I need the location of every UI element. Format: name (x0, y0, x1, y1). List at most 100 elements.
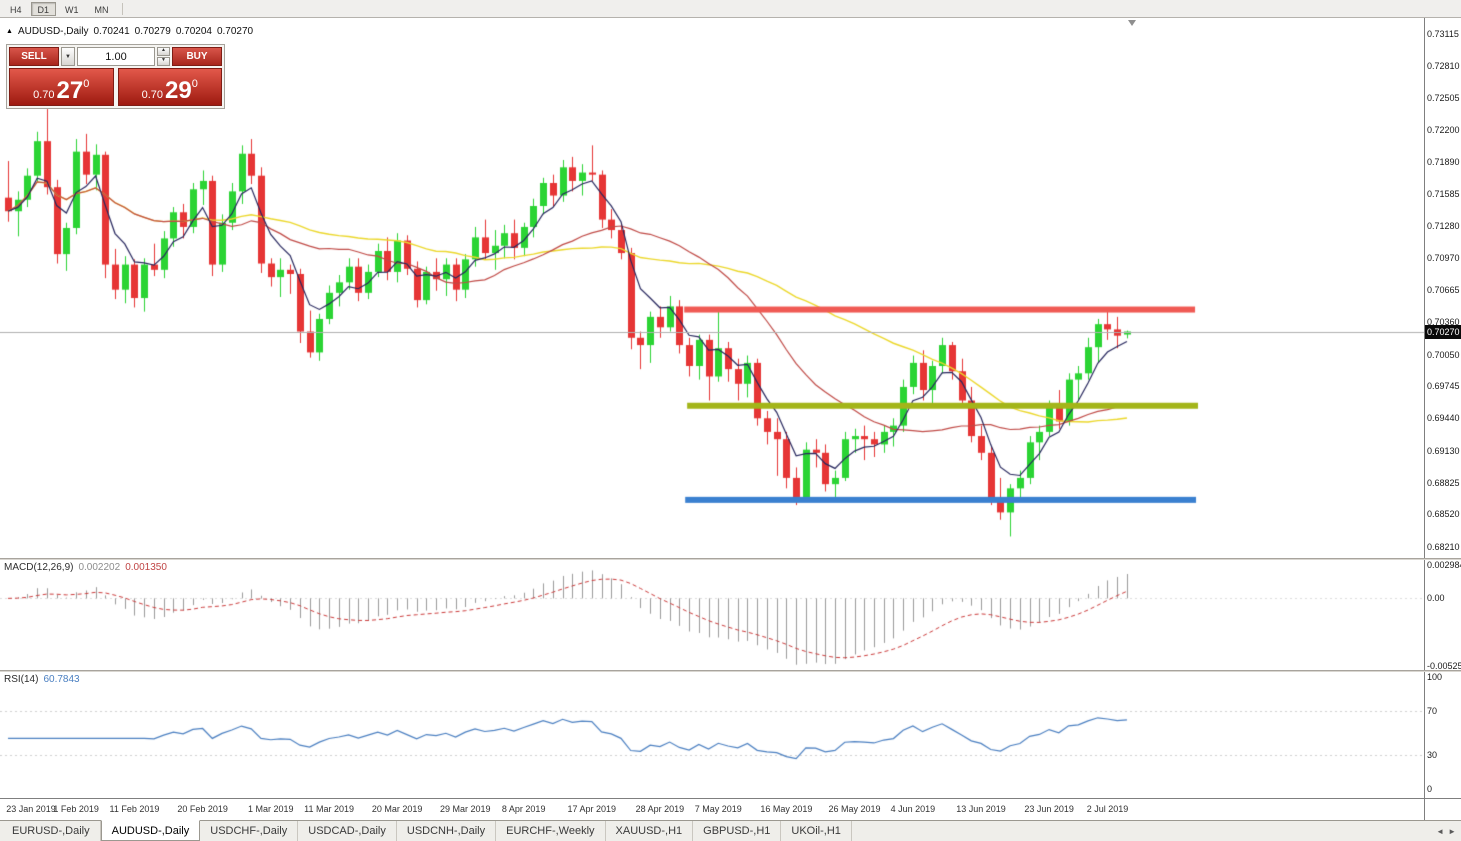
volume-decrease-button[interactable]: ▼ (157, 57, 170, 66)
chart-tabs-bar: EURUSD-,Daily AUDUSD-,Daily USDCHF-,Daily U… (0, 820, 1461, 841)
price-axis-label: 0.70665 (1427, 285, 1460, 296)
volume-increase-button[interactable]: ▲ (157, 47, 170, 56)
toolbar-separator (121, 2, 123, 15)
chart-tab-label: USDCHF-,Daily (210, 825, 288, 837)
macd-main-value: 0.002202 (78, 562, 121, 573)
chart-tab-usdcnh-daily[interactable]: USDCNH-,Daily (397, 821, 497, 841)
rsi-axis-label: 100 (1427, 672, 1443, 682)
date-axis-label: 11 Mar 2019 (304, 804, 355, 814)
timeframe-button-h4[interactable]: H4 (10, 4, 22, 15)
chart-tab-ukoil-h1[interactable]: UKOil-,H1 (781, 821, 852, 841)
date-axis-label: 8 Apr 2019 (501, 804, 546, 814)
macd-canvas[interactable] (0, 560, 1424, 670)
price-axis[interactable]: 0.73115 0.72810 0.72505 0.72200 0.71890 0.715… (1424, 18, 1461, 558)
time-axis[interactable]: 23 Jan 2019 1 Feb 2019 11 Feb 2019 20 Feb 2… (0, 798, 1461, 820)
panel-splitter[interactable] (0, 558, 1461, 560)
rsi-panel: RSI(14) 60.7843 100 70 30 0 (0, 672, 1461, 798)
chart-tab-label: EURCHF-,Weekly (506, 825, 595, 837)
buy-price-big-digits: 29 (165, 77, 192, 104)
rsi-label: RSI(14) 60.7843 (4, 674, 80, 685)
chart-tab-label: UKOil-,H1 (791, 825, 841, 837)
macd-axis-label: -0.005250 (1427, 660, 1461, 670)
chart-tab-usdcad-daily[interactable]: USDCAD-,Daily (298, 821, 397, 841)
price-axis-label: 0.70970 (1427, 253, 1460, 264)
price-axis-label: 0.72505 (1427, 92, 1460, 103)
macd-axis-label: 0.002984 (1427, 560, 1461, 570)
chart-tab-usdchf-daily[interactable]: USDCHF-,Daily (200, 821, 299, 841)
buy-price-prefix: 0.70 (141, 89, 164, 101)
date-axis-label: 29 Mar 2019 (440, 804, 491, 814)
buy-price-button[interactable]: 0.70 29 0 (117, 68, 222, 106)
current-price-tag: 0.70270 (1425, 324, 1461, 339)
chart-tab-label: EURUSD-,Daily (12, 825, 90, 837)
timeframe-button-mn[interactable]: MN (94, 4, 109, 15)
sell-price-big-digits: 27 (56, 77, 84, 104)
date-axis-label: 13 Jun 2019 (956, 804, 1006, 814)
rsi-axis[interactable]: 100 70 30 0 (1424, 672, 1461, 798)
rsi-axis-label: 0 (1427, 784, 1433, 794)
chevron-down-icon: ▼ (65, 53, 71, 60)
panel-splitter[interactable] (0, 670, 1461, 672)
macd-axis[interactable]: 0.002984 0.00 -0.005250 (1424, 560, 1461, 670)
macd-label: MACD(12,26,9) 0.002202 0.001350 (4, 562, 167, 573)
price-axis-label: 0.68520 (1427, 509, 1460, 520)
collapse-trade-panel-icon[interactable]: ▲ (6, 27, 13, 35)
main-chart-canvas[interactable] (0, 18, 1424, 558)
price-axis-label: 0.71280 (1427, 220, 1460, 231)
quote-high: 0.70279 (134, 26, 171, 37)
volume-dropdown-button[interactable]: ▼ (61, 47, 75, 66)
rsi-value: 60.7843 (43, 674, 80, 685)
sell-price-button[interactable]: 0.70 27 0 (9, 68, 114, 106)
rsi-axis-label: 30 (1427, 750, 1438, 761)
tab-scroll-left-icon[interactable]: ◄ (1436, 826, 1445, 836)
date-axis-label: 11 Feb 2019 (109, 804, 160, 814)
quote-close: 0.70270 (216, 26, 254, 37)
price-axis-label: 0.69130 (1427, 445, 1460, 456)
chart-shift-marker-icon[interactable] (1128, 20, 1136, 26)
date-axis-label: 20 Mar 2019 (371, 804, 423, 814)
price-axis-label: 0.70050 (1427, 349, 1460, 360)
rsi-canvas[interactable] (0, 672, 1424, 798)
price-axis-label: 0.72810 (1427, 60, 1460, 71)
quote-low: 0.70204 (175, 26, 212, 37)
price-axis-label: 0.69745 (1427, 381, 1460, 392)
price-axis-label: 0.69440 (1427, 413, 1460, 424)
date-axis-label: 17 Apr 2019 (567, 804, 617, 814)
date-axis-label: 1 Feb 2019 (53, 804, 99, 814)
quote-open: 0.70241 (93, 26, 130, 37)
date-axis-label: 16 May 2019 (760, 804, 813, 814)
macd-axis-label: 0.00 (1427, 593, 1445, 604)
main-chart-panel: ▲ AUDUSD-,Daily 0.70241 0.70279 0.70204 … (0, 18, 1461, 558)
date-axis-label: 23 Jun 2019 (1024, 804, 1074, 814)
chart-tab-audusd-daily[interactable]: AUDUSD-,Daily (100, 820, 201, 841)
macd-name: MACD(12,26,9) (4, 562, 74, 573)
chart-tab-eurusd-daily[interactable]: EURUSD-,Daily (2, 821, 101, 841)
quote-header: ▲ AUDUSD-,Daily 0.70241 0.70279 0.70204 … (6, 26, 253, 37)
buy-button[interactable]: BUY (172, 47, 222, 66)
chart-tab-gbpusd-h1[interactable]: GBPUSD-,H1 (693, 821, 782, 841)
sell-button[interactable]: SELL (9, 47, 59, 66)
chart-tab-label: USDCAD-,Daily (308, 825, 386, 837)
tab-scroll-right-icon[interactable]: ► (1448, 826, 1456, 836)
macd-signal-value: 0.001350 (125, 562, 167, 573)
tab-scroll-controls: ◄ ► (1431, 821, 1461, 841)
chart-tab-eurchf-weekly[interactable]: EURCHF-,Weekly (496, 821, 606, 841)
chart-tab-label: XAUUSD-,H1 (615, 825, 683, 837)
one-click-trading-panel: SELL ▼ ▲ ▼ BUY 0.70 27 0 (6, 44, 225, 109)
rsi-name: RSI(14) (4, 674, 39, 685)
quote-symbol: AUDUSD-,Daily (17, 26, 89, 37)
timeframe-button-w1[interactable]: W1 (65, 4, 79, 15)
chart-tab-xauusd-h1[interactable]: XAUUSD-,H1 (606, 821, 694, 841)
date-axis-label: 4 Jun 2019 (890, 804, 936, 814)
price-axis-label: 0.73115 (1427, 28, 1459, 39)
price-axis-label: 0.68210 (1427, 541, 1460, 552)
date-axis-label: 26 May 2019 (828, 804, 881, 814)
timeframe-toolbar: H4 D1 W1 MN (0, 0, 1461, 18)
buy-price-pipette: 0 (191, 78, 198, 90)
chart-tab-label: GBPUSD-,H1 (703, 825, 771, 837)
axis-corner (1424, 799, 1461, 820)
volume-input[interactable] (77, 47, 155, 66)
price-axis-label: 0.68825 (1427, 477, 1460, 488)
timeframe-button-d1[interactable]: D1 (30, 1, 57, 16)
